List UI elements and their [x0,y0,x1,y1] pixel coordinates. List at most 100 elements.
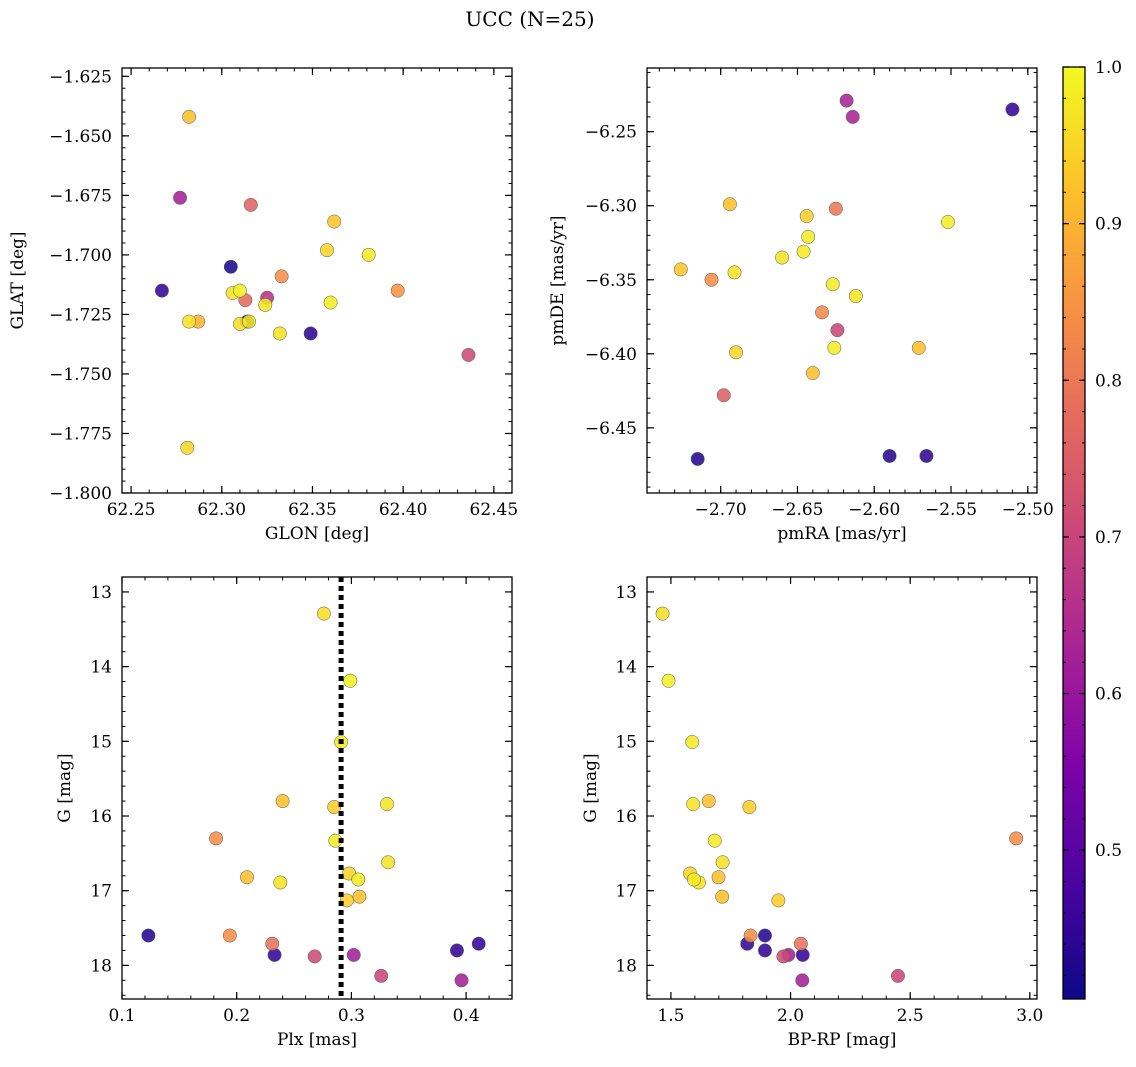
axes-frame [121,67,513,494]
data-point [209,831,224,846]
data-point [323,295,338,310]
y-tick-label: −1.775 [49,424,112,444]
y-tick-label: −1.750 [49,365,112,385]
x-tick-label: 62.30 [197,500,246,520]
data-point [743,928,758,943]
data-point [461,347,476,362]
data-point [771,893,786,908]
data-point [327,214,342,229]
data-point [274,269,289,284]
figure-title: UCC (N=25) [465,7,595,31]
data-point [182,109,197,124]
x-tick-label: −2.70 [695,500,747,520]
data-point [830,323,845,338]
data-point [1005,102,1020,117]
y-tick-label: 18 [90,956,112,976]
x-tick-label: 2.0 [777,1006,804,1026]
data-point [825,277,840,292]
y-axis-label: G [mag] [581,753,601,822]
panel-glon-glat: 62.25 62.30 62.35 62.40 62.45 −1.800 −1.775 −1.… [8,67,518,544]
data-point [775,250,790,265]
x-tick-label: 2.5 [897,1006,924,1026]
colorbar-gradient [1063,67,1085,999]
data-point [685,735,700,750]
data-point [454,973,469,988]
data-point [141,928,156,943]
y-tick-label: 16 [90,807,112,827]
data-point [796,244,811,259]
y-tick-label: 18 [615,956,637,976]
data-point [911,340,926,355]
y-tick-label: 13 [90,583,112,603]
data-point [758,943,772,958]
y-tick-label: 14 [90,658,112,678]
y-tick-label: −6.40 [585,345,637,365]
y-tick-label: 13 [615,583,637,603]
x-tick-label: 0.1 [108,1006,135,1026]
data-point [471,936,486,951]
data-point [722,197,737,212]
y-tick-label: −6.35 [585,271,637,291]
data-point [374,968,389,983]
data-point [222,928,237,943]
data-point [882,449,897,463]
axes-frame [121,576,513,1000]
data-point [891,968,905,983]
data-point [919,449,934,463]
data-point [655,606,670,621]
x-tick-label: 62.40 [379,500,428,520]
y-tick-label: −1.725 [49,305,112,325]
x-tick-label: 1.5 [657,1006,684,1026]
y-axis-label: G [mag] [55,753,75,822]
data-point [795,973,810,988]
y-axis-label: GLAT [deg] [8,231,28,329]
y-tick-label: 16 [615,807,637,827]
data-point [242,314,256,329]
data-point [316,606,331,621]
y-tick-label: −1.650 [49,127,112,147]
panel-plx-g: 0.1 0.2 0.3 0.4 13 14 15 16 17 18 Plx [mas] G [mag] [55,576,513,1050]
data-point [449,943,464,958]
axes-frame [646,576,1038,1000]
minor-ticks [122,68,513,494]
data-point [343,673,358,688]
panel-bprp-g: 1.5 2.0 2.5 3.0 13 14 15 16 17 18 BP-RP [mag] G [ma… [581,576,1043,1050]
minor-ticks [646,576,1037,999]
data-point [715,855,730,870]
data-point [661,673,676,688]
data-point [727,265,742,280]
scatter-points [154,109,476,455]
data-point [243,197,258,212]
x-tick-label: 62.35 [288,500,337,520]
x-tick-label: 3.0 [1016,1006,1043,1026]
scatter-points [673,93,1020,466]
y-tick-label: 17 [90,882,112,902]
data-point [686,872,701,887]
data-point [715,889,730,904]
data-point [686,797,701,812]
data-point [265,936,280,951]
data-point [805,366,820,381]
minor-ticks [121,576,513,999]
x-tick-label: 0.4 [453,1006,480,1026]
data-point [272,326,287,341]
data-point [307,949,322,964]
data-point [361,247,376,262]
data-point [154,283,169,298]
y-tick-label: 15 [90,732,112,752]
data-point [707,833,722,848]
x-tick-label: 0.2 [223,1006,250,1026]
x-axis-label: pmRA [mas/yr] [777,524,906,544]
data-point [799,209,814,224]
y-axis-label: pmDE [mas/yr] [548,215,568,345]
data-point [742,800,757,814]
data-point [180,440,195,455]
data-point [793,936,808,951]
x-axis-label: GLON [deg] [265,524,369,544]
panel-pmra-pmde: −2.70 −2.65 −2.60 −2.55 −2.50 −6.45 −6.40 −6.35… [548,67,1054,544]
x-tick-label: 62.45 [470,500,519,520]
axes-frame [646,67,1038,494]
y-tick-label: 17 [615,882,637,902]
data-point [801,229,816,244]
